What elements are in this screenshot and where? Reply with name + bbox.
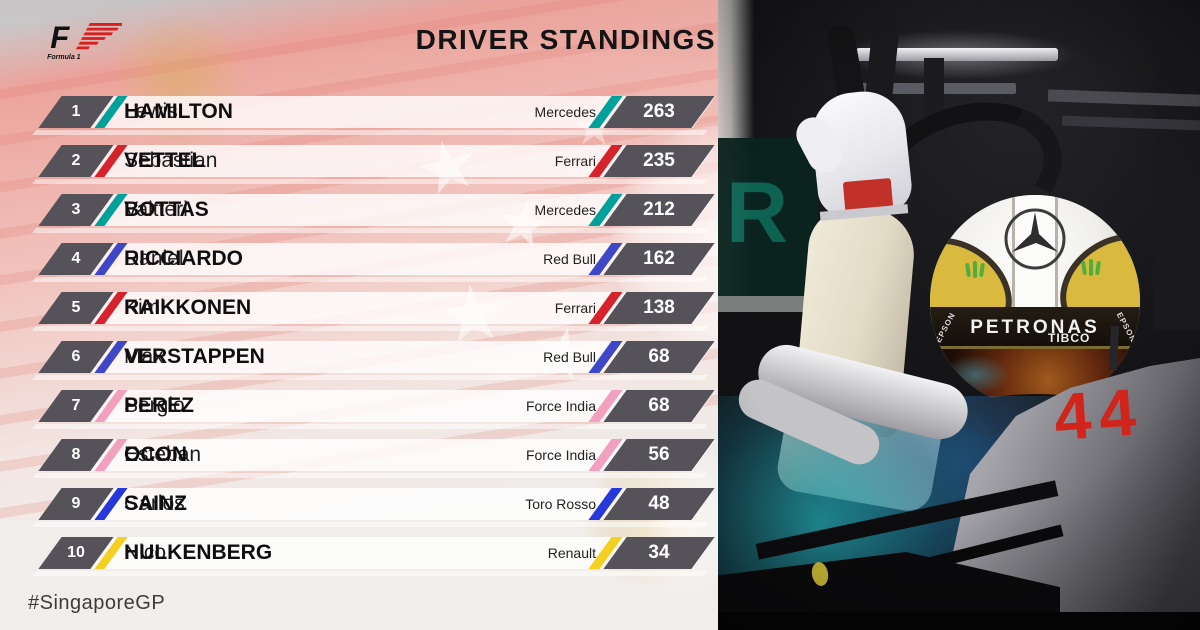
position-number: 3 — [71, 201, 81, 218]
points-value: 56 — [648, 444, 670, 465]
standings-row: 6 Max VERSTAPPEN Red Bull 68 — [0, 341, 718, 380]
standings-row: 10 Nico HULKENBERG Renault 34 — [0, 537, 718, 576]
standings-row: 3 Valtteri BOTTAS Mercedes 212 — [0, 194, 718, 233]
driver-first-name: Daniel — [124, 247, 184, 270]
team-name: Force India — [525, 447, 596, 463]
points-value: 263 — [643, 101, 675, 122]
points-value: 34 — [648, 542, 670, 563]
position-number: 7 — [71, 397, 81, 414]
page-title: DRIVER STANDINGS — [415, 24, 716, 55]
position-number: 5 — [71, 299, 81, 316]
driver-last-name: HULKENBERG — [124, 541, 273, 564]
points-value: 138 — [643, 297, 675, 318]
team-name: Red Bull — [543, 349, 596, 365]
photo-bottom-bar — [718, 612, 1200, 630]
driver-first-name: Nico — [124, 541, 167, 564]
standings-row: 2 Sebastian VETTEL Ferrari 235 — [0, 145, 718, 184]
driver-first-name: Lewis — [124, 100, 178, 123]
driver-first-name: Max — [124, 345, 164, 368]
f1-logo: F Formula 1 — [47, 20, 122, 61]
petronas-bodywork-letter: R — [726, 164, 788, 263]
driver-first-name: Valtteri — [124, 198, 188, 221]
gold-emblem-glow — [110, 10, 250, 150]
driver-last-name: SAINZ — [124, 492, 187, 515]
hamilton-celebration-photo: R — [718, 0, 1200, 630]
driver-first-name: Kimi — [124, 296, 165, 319]
hamilton-helmet: PETRONAS EPSON EPSON TIBCO — [930, 195, 1140, 407]
row-shadow-band — [32, 473, 708, 478]
f1-logo-speedlines — [75, 23, 122, 50]
mercedes-star-icon — [1004, 208, 1066, 270]
row-shadow-band — [32, 326, 708, 331]
driver-first-name: Sebastian — [124, 149, 218, 172]
team-name: Ferrari — [554, 153, 596, 169]
monster-claw-icon — [965, 261, 986, 279]
monster-claw-icon — [1081, 259, 1102, 277]
team-name: Ferrari — [554, 300, 596, 316]
driver-last-name: PEREZ — [124, 394, 195, 417]
visor-trim — [930, 346, 1140, 349]
f1-logo-f: F — [50, 20, 70, 55]
points-value: 48 — [648, 493, 670, 514]
row-shadow-band — [32, 375, 708, 380]
standings-row: 1 Lewis HAMILTON Mercedes 263 — [0, 96, 718, 135]
driver-last-name: BOTTAS — [124, 198, 209, 221]
position-number: 6 — [71, 348, 81, 365]
position-number: 9 — [71, 495, 81, 512]
pit-structure — [1154, 40, 1200, 330]
position-number: 2 — [71, 152, 81, 169]
row-shadow-band — [32, 130, 708, 135]
f1-logo-wordmark: Formula 1 — [47, 54, 81, 61]
row-shadow-band — [32, 571, 708, 576]
row-shadow-band — [32, 228, 708, 233]
team-name: Force India — [525, 398, 596, 414]
position-number: 4 — [71, 250, 81, 267]
position-number: 8 — [71, 446, 81, 463]
driver-first-name: Carlos — [124, 492, 185, 515]
hashtag-label: #SingaporeGP — [28, 592, 166, 614]
camera-t-mount — [856, 48, 1058, 61]
points-value: 212 — [643, 199, 675, 220]
row-shadow-band — [32, 179, 708, 184]
driver-first-name: Esteban — [124, 443, 202, 466]
standings-row: 9 Carlos SAINZ Toro Rosso 48 — [0, 488, 718, 527]
standings-row: 7 Sergio PEREZ Force India 68 — [0, 390, 718, 429]
driver-last-name: RICCIARDO — [124, 247, 243, 270]
driver-last-name: VERSTAPPEN — [124, 345, 265, 368]
camera-mount-stem — [924, 58, 944, 113]
tibco-wordmark: TIBCO — [1048, 331, 1090, 345]
points-value: 235 — [643, 150, 675, 171]
points-value: 68 — [648, 346, 670, 367]
team-name: Red Bull — [543, 251, 596, 267]
petronas-wordmark: PETRONAS — [930, 317, 1140, 339]
bodywork-bar — [718, 296, 814, 312]
points-value: 68 — [648, 395, 670, 416]
position-number: 10 — [67, 544, 85, 561]
driver-last-name: VETTEL — [124, 149, 205, 172]
driver-last-name: OCON — [124, 443, 187, 466]
standings-row: 4 Daniel RICCIARDO Red Bull 162 — [0, 243, 718, 282]
row-shadow-band — [32, 424, 708, 429]
standings-panel: F Formula 1 DRIVER STANDINGS 1 Lewis HAM… — [0, 0, 718, 630]
team-name: Mercedes — [534, 202, 596, 218]
row-shadow-band — [32, 522, 708, 527]
row-shadow-band — [32, 277, 708, 282]
team-name: Mercedes — [534, 104, 596, 120]
team-name: Renault — [547, 545, 596, 561]
team-name: Toro Rosso — [525, 496, 596, 512]
driver-first-name: Sergio — [124, 394, 185, 417]
standings-row: 8 Esteban OCON Force India 56 — [0, 439, 718, 478]
points-value: 162 — [643, 248, 675, 269]
driver-last-name: HAMILTON — [124, 100, 233, 123]
driver-last-name: RAIKKONEN — [124, 296, 252, 319]
standings-row: 5 Kimi RAIKKONEN Ferrari 138 — [0, 292, 718, 331]
helmet-petronas-band: PETRONAS EPSON EPSON — [930, 307, 1140, 349]
photo-vignette — [718, 0, 1200, 630]
position-number: 1 — [71, 103, 81, 120]
